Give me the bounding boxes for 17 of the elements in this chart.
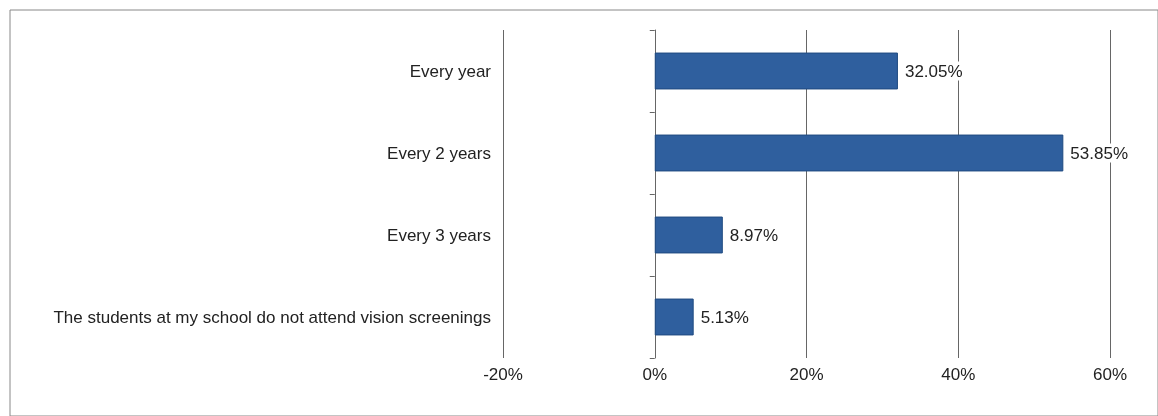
- y-tick-label: Every 3 years: [387, 225, 491, 245]
- bar: [654, 298, 694, 336]
- y-tick-label: The students at my school do not attend vision screenings: [53, 307, 491, 327]
- y-tick-label: Every 2 years: [387, 143, 491, 163]
- data-label: 32.05%: [904, 61, 963, 81]
- bar: [654, 216, 723, 254]
- data-label: 53.85%: [1070, 143, 1129, 163]
- data-label: 5.13%: [700, 307, 749, 327]
- x-tick-label: 40%: [941, 365, 976, 384]
- x-tick-label: 20%: [789, 365, 824, 384]
- x-tick-label: 0%: [642, 365, 668, 384]
- y-tick-label: Every year: [409, 61, 492, 81]
- bar: [654, 134, 1064, 172]
- data-label: 8.97%: [729, 225, 779, 245]
- bar: [654, 52, 898, 90]
- x-tick-label: 60%: [1092, 365, 1128, 384]
- x-tick-label: -20%: [483, 365, 523, 384]
